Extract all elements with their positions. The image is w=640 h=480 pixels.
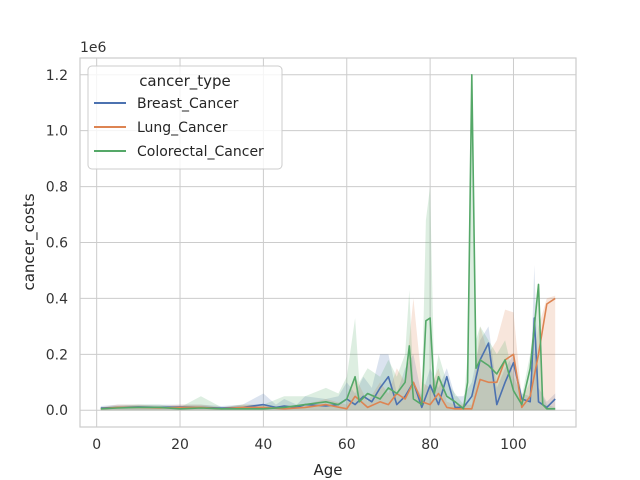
x-axis-label: Age [313,461,342,479]
plot-frame [79,57,577,428]
legend-label-colorectal: Colorectal_Cancer [137,144,264,160]
y-tick-label: 1.2 [46,68,68,84]
x-tick-label: 100 [500,437,527,453]
x-tick-label: 20 [171,437,189,453]
x-tick-label: 80 [421,437,439,453]
y-axis-label: cancer_costs [20,193,39,290]
y-offset-label: 1e6 [80,40,107,56]
y-tick-label: 1.0 [46,124,68,140]
y-tick-label: 0.2 [46,347,68,363]
legend-box [87,65,283,170]
x-tick-label: 60 [338,437,356,453]
y-tick-label: 0.8 [46,180,68,196]
x-tick-labels: 0 20 40 60 80 100 [92,437,527,453]
x-tick-label: 40 [254,437,272,453]
x-tick-label: 0 [92,437,101,453]
legend-title: cancer_type [139,72,231,91]
band-breast [100,264,556,411]
legend-label-lung: Lung_Cancer [137,120,228,136]
y-tick-label: 0.6 [46,236,68,252]
series-line-colorectal [100,74,556,410]
y-tick-labels: 0.0 0.2 0.4 0.6 0.8 1.0 1.2 [46,68,68,419]
band-lung [100,295,556,411]
legend: cancer_type Breast_Cancer Lung_Cancer Co… [87,65,283,170]
y-tick-label: 0.0 [46,403,68,419]
y-tick-label: 0.4 [46,291,68,307]
series-lines [100,74,556,410]
legend-label-breast: Breast_Cancer [137,96,239,112]
